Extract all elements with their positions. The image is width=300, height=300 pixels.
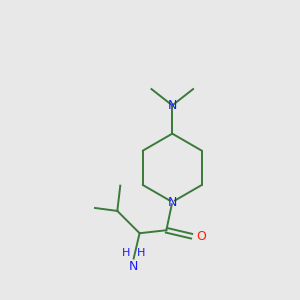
- Text: H: H: [122, 248, 130, 258]
- Text: O: O: [196, 230, 206, 243]
- Text: N: N: [168, 196, 177, 208]
- Text: H: H: [137, 248, 145, 258]
- Text: N: N: [129, 260, 138, 273]
- Text: N: N: [168, 99, 177, 112]
